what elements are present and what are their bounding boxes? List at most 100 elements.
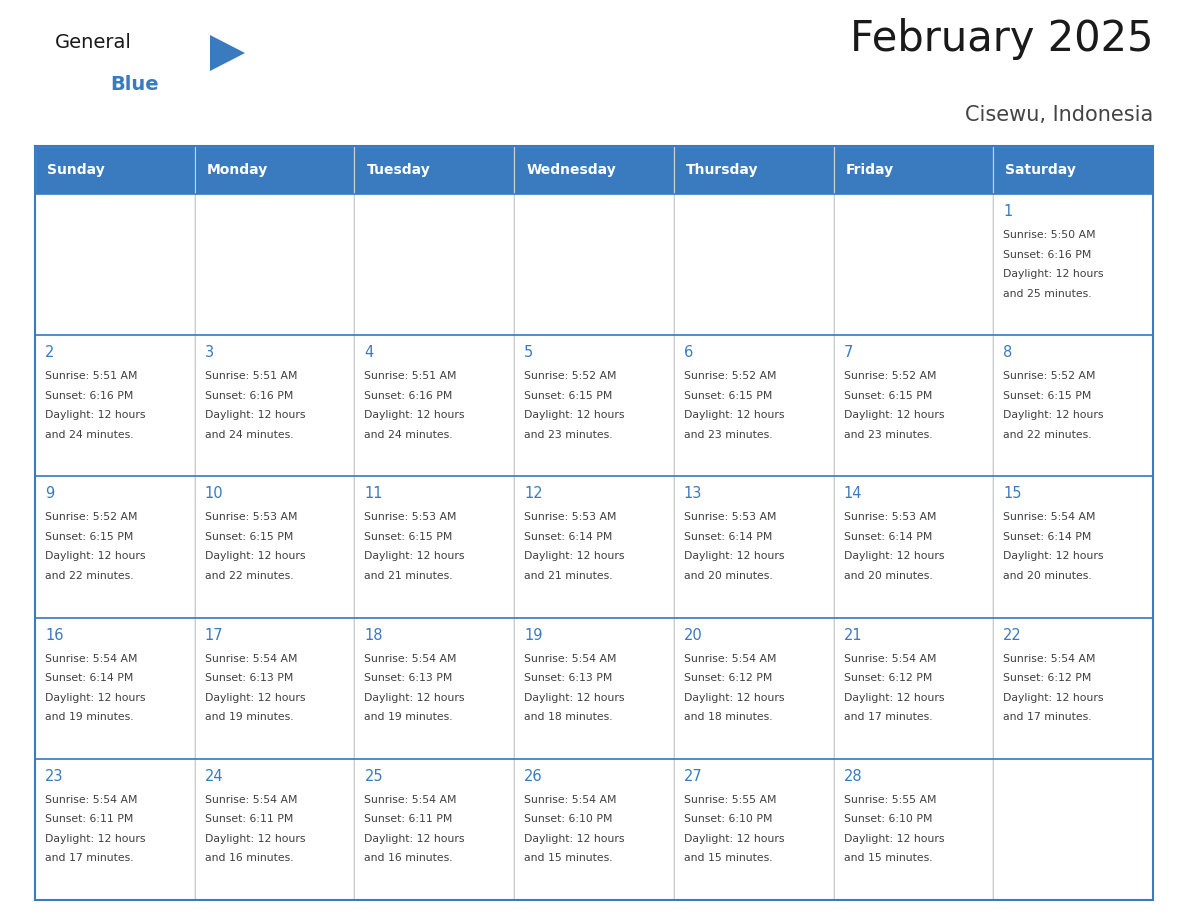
Text: Daylight: 12 hours: Daylight: 12 hours — [524, 552, 625, 562]
Text: Daylight: 12 hours: Daylight: 12 hours — [365, 552, 465, 562]
Text: 10: 10 — [204, 487, 223, 501]
Text: and 17 minutes.: and 17 minutes. — [1004, 712, 1092, 722]
Text: Daylight: 12 hours: Daylight: 12 hours — [45, 552, 145, 562]
Text: Sunset: 6:12 PM: Sunset: 6:12 PM — [684, 673, 772, 683]
FancyBboxPatch shape — [354, 476, 514, 618]
FancyBboxPatch shape — [354, 146, 514, 194]
Text: Sunset: 6:15 PM: Sunset: 6:15 PM — [365, 532, 453, 542]
Text: and 15 minutes.: and 15 minutes. — [843, 854, 933, 863]
Text: Sunset: 6:10 PM: Sunset: 6:10 PM — [684, 814, 772, 824]
Text: Sunrise: 5:50 AM: Sunrise: 5:50 AM — [1004, 230, 1095, 240]
Text: 25: 25 — [365, 768, 383, 784]
Text: and 22 minutes.: and 22 minutes. — [45, 571, 133, 581]
Text: and 24 minutes.: and 24 minutes. — [204, 430, 293, 440]
FancyBboxPatch shape — [834, 476, 993, 618]
Text: Sunset: 6:16 PM: Sunset: 6:16 PM — [1004, 250, 1092, 260]
Text: Sunset: 6:14 PM: Sunset: 6:14 PM — [684, 532, 772, 542]
Text: Sunrise: 5:55 AM: Sunrise: 5:55 AM — [684, 795, 776, 805]
Text: Sunset: 6:16 PM: Sunset: 6:16 PM — [365, 391, 453, 400]
Text: Sunrise: 5:52 AM: Sunrise: 5:52 AM — [843, 371, 936, 381]
FancyBboxPatch shape — [514, 146, 674, 194]
Text: Daylight: 12 hours: Daylight: 12 hours — [365, 692, 465, 702]
FancyBboxPatch shape — [34, 146, 195, 194]
Text: 20: 20 — [684, 628, 702, 643]
Text: 12: 12 — [524, 487, 543, 501]
Text: Daylight: 12 hours: Daylight: 12 hours — [843, 410, 944, 420]
Text: 8: 8 — [1004, 345, 1012, 360]
Text: 4: 4 — [365, 345, 374, 360]
FancyBboxPatch shape — [195, 335, 354, 476]
FancyBboxPatch shape — [34, 476, 195, 618]
Text: 17: 17 — [204, 628, 223, 643]
Text: Sunrise: 5:54 AM: Sunrise: 5:54 AM — [1004, 512, 1095, 522]
Text: Daylight: 12 hours: Daylight: 12 hours — [1004, 552, 1104, 562]
Text: Sunset: 6:16 PM: Sunset: 6:16 PM — [204, 391, 293, 400]
Text: Daylight: 12 hours: Daylight: 12 hours — [1004, 269, 1104, 279]
Text: and 20 minutes.: and 20 minutes. — [843, 571, 933, 581]
Text: February 2025: February 2025 — [849, 18, 1154, 60]
Text: Sunrise: 5:52 AM: Sunrise: 5:52 AM — [45, 512, 138, 522]
Text: 7: 7 — [843, 345, 853, 360]
Text: Daylight: 12 hours: Daylight: 12 hours — [684, 552, 784, 562]
FancyBboxPatch shape — [195, 759, 354, 900]
Text: Sunrise: 5:51 AM: Sunrise: 5:51 AM — [45, 371, 138, 381]
FancyBboxPatch shape — [993, 146, 1154, 194]
Text: Sunrise: 5:54 AM: Sunrise: 5:54 AM — [1004, 654, 1095, 664]
Text: Daylight: 12 hours: Daylight: 12 hours — [204, 834, 305, 844]
Text: 15: 15 — [1004, 487, 1022, 501]
Polygon shape — [210, 35, 245, 71]
FancyBboxPatch shape — [993, 335, 1154, 476]
FancyBboxPatch shape — [195, 194, 354, 335]
Text: Daylight: 12 hours: Daylight: 12 hours — [45, 410, 145, 420]
Text: Daylight: 12 hours: Daylight: 12 hours — [365, 410, 465, 420]
FancyBboxPatch shape — [993, 194, 1154, 335]
Text: Sunset: 6:14 PM: Sunset: 6:14 PM — [843, 532, 931, 542]
FancyBboxPatch shape — [354, 194, 514, 335]
Text: Sunset: 6:12 PM: Sunset: 6:12 PM — [1004, 673, 1092, 683]
Text: Saturday: Saturday — [1005, 163, 1076, 177]
Text: Daylight: 12 hours: Daylight: 12 hours — [204, 410, 305, 420]
FancyBboxPatch shape — [195, 146, 354, 194]
FancyBboxPatch shape — [674, 476, 834, 618]
Text: Sunset: 6:10 PM: Sunset: 6:10 PM — [524, 814, 613, 824]
Text: Sunrise: 5:52 AM: Sunrise: 5:52 AM — [684, 371, 776, 381]
FancyBboxPatch shape — [674, 194, 834, 335]
Text: Sunset: 6:15 PM: Sunset: 6:15 PM — [1004, 391, 1092, 400]
Text: 21: 21 — [843, 628, 862, 643]
Text: and 23 minutes.: and 23 minutes. — [843, 430, 933, 440]
Text: and 18 minutes.: and 18 minutes. — [684, 712, 772, 722]
Text: and 23 minutes.: and 23 minutes. — [524, 430, 613, 440]
Text: Sunset: 6:13 PM: Sunset: 6:13 PM — [524, 673, 613, 683]
FancyBboxPatch shape — [34, 335, 195, 476]
Text: Sunrise: 5:54 AM: Sunrise: 5:54 AM — [204, 795, 297, 805]
FancyBboxPatch shape — [514, 194, 674, 335]
Text: Sunset: 6:13 PM: Sunset: 6:13 PM — [365, 673, 453, 683]
Text: 23: 23 — [45, 768, 63, 784]
FancyBboxPatch shape — [514, 618, 674, 759]
Text: Daylight: 12 hours: Daylight: 12 hours — [1004, 692, 1104, 702]
Text: Sunset: 6:15 PM: Sunset: 6:15 PM — [843, 391, 931, 400]
Text: and 24 minutes.: and 24 minutes. — [365, 430, 453, 440]
Text: Tuesday: Tuesday — [366, 163, 430, 177]
FancyBboxPatch shape — [195, 476, 354, 618]
Text: Daylight: 12 hours: Daylight: 12 hours — [1004, 410, 1104, 420]
Text: Sunrise: 5:54 AM: Sunrise: 5:54 AM — [524, 654, 617, 664]
Text: Sunrise: 5:53 AM: Sunrise: 5:53 AM — [204, 512, 297, 522]
Text: Sunrise: 5:53 AM: Sunrise: 5:53 AM — [684, 512, 776, 522]
FancyBboxPatch shape — [993, 618, 1154, 759]
Text: Sunday: Sunday — [48, 163, 105, 177]
Text: Daylight: 12 hours: Daylight: 12 hours — [365, 834, 465, 844]
Text: 5: 5 — [524, 345, 533, 360]
Text: Sunrise: 5:54 AM: Sunrise: 5:54 AM — [45, 795, 138, 805]
FancyBboxPatch shape — [514, 759, 674, 900]
Text: and 22 minutes.: and 22 minutes. — [1004, 430, 1092, 440]
Text: Sunset: 6:10 PM: Sunset: 6:10 PM — [843, 814, 933, 824]
FancyBboxPatch shape — [34, 194, 195, 335]
Text: Daylight: 12 hours: Daylight: 12 hours — [524, 834, 625, 844]
Text: 24: 24 — [204, 768, 223, 784]
Text: and 19 minutes.: and 19 minutes. — [45, 712, 133, 722]
Text: Daylight: 12 hours: Daylight: 12 hours — [684, 692, 784, 702]
Text: Daylight: 12 hours: Daylight: 12 hours — [45, 692, 145, 702]
FancyBboxPatch shape — [674, 759, 834, 900]
Text: Sunset: 6:13 PM: Sunset: 6:13 PM — [204, 673, 293, 683]
